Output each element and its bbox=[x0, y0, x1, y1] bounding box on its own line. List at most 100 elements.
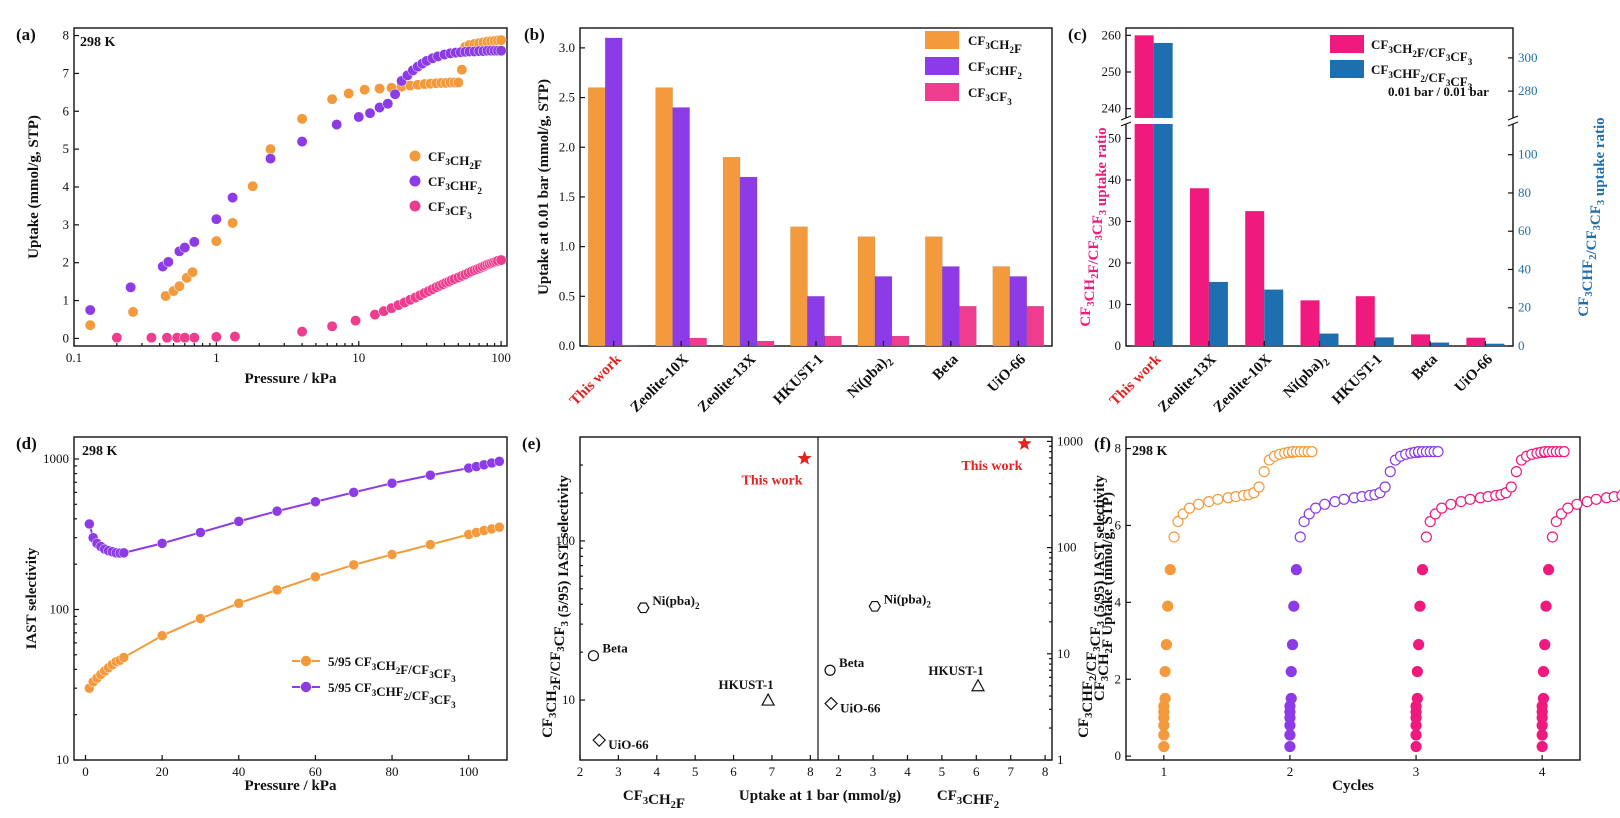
left-x-tick-label: 4 bbox=[654, 764, 661, 779]
data-point-cycle-4 bbox=[1537, 665, 1550, 678]
category-label: Zeolite-10X bbox=[628, 351, 692, 415]
data-point-cycle-4 bbox=[1550, 515, 1562, 528]
right-y-tick-label: 100 bbox=[1518, 147, 1538, 162]
legend-label-5/95 CF3CHF2/CF3CF3-subscript: 3 bbox=[429, 696, 434, 706]
data-point-cycle-3 bbox=[1505, 481, 1517, 493]
right-y-axis-label: CF3CHF2/CF3CF3 (5/95) IAST selectivity bbox=[1076, 475, 1108, 738]
pressure-note: 0.01 bar / 0.01 bar bbox=[1388, 84, 1489, 99]
y-tick-label: 6 bbox=[1115, 517, 1122, 532]
panel-a: (a) 298 K 0.1 1 10 100 0 1 2 3 4 5 6 7 8 Pressure / kPa… bbox=[16, 25, 511, 387]
data-point-cycle-3 bbox=[1410, 740, 1422, 753]
legend-label-CF3CH2F/CF3CF3-part: CF bbox=[1450, 49, 1467, 64]
legend-label-5/95 CF3CHF2/CF3CF3-part: CHF bbox=[376, 684, 404, 699]
left-y-axis-label-subscript: 2 bbox=[552, 685, 563, 690]
data-point-CF3CF3 bbox=[146, 332, 157, 344]
x-axis-label: Cycles bbox=[1332, 778, 1374, 794]
category-label: Ni(pba)2 bbox=[1281, 352, 1333, 404]
data-point-5/95 CF3CHF2/CF3CF3 bbox=[386, 477, 398, 489]
data-point-5/95 CF3CHF2/CF3CF3 bbox=[348, 487, 359, 498]
data-point-CF3CF3 bbox=[495, 254, 507, 266]
data-point-cycle-2 bbox=[1294, 531, 1306, 543]
bar-CF3CF3 bbox=[756, 340, 775, 347]
y-axis-label-part: CH bbox=[1096, 653, 1112, 676]
x-tick-label: 60 bbox=[309, 764, 322, 779]
bar-CF3CF3 bbox=[824, 335, 842, 347]
y-axis-label-part: CF bbox=[1092, 681, 1108, 701]
category-label: HKUST-1 bbox=[1329, 352, 1385, 408]
legend-label-5/95 CF3CH2F/CF3CF3-subscript: 3 bbox=[429, 670, 434, 680]
legend-label-CF3CF3: CF3CF3 bbox=[968, 85, 1012, 107]
y-tick-label: 5 bbox=[63, 141, 70, 156]
left-y-axis-label-part: CH bbox=[1082, 279, 1098, 302]
left-y-axis-label-subscript: 3 bbox=[1086, 301, 1097, 306]
x-tick-label: 100 bbox=[459, 764, 479, 779]
y-tick-label: 100 bbox=[50, 601, 70, 616]
right-point-label: This work bbox=[961, 459, 1022, 474]
y-axis-label-subscript: 2 bbox=[1104, 648, 1115, 653]
bar-CF3CH2F/CF3CF3 bbox=[1134, 35, 1154, 346]
data-point-CF3CH2F bbox=[343, 88, 355, 99]
right-y-axis-label-part: CF bbox=[1576, 297, 1592, 317]
right-y-axis-label-part: CHF bbox=[1080, 681, 1096, 713]
y-tick-label: 1000 bbox=[43, 451, 69, 466]
y-tick-label: 4 bbox=[1115, 594, 1122, 609]
left-y-axis-label-part: CF bbox=[540, 718, 556, 738]
category-label-subscript: 2 bbox=[885, 357, 896, 368]
data-point-CF3CF3 bbox=[326, 320, 338, 332]
right-y-axis-label-part: CHF bbox=[1580, 260, 1596, 292]
x-tick-label: 0 bbox=[82, 764, 89, 779]
legend-label-CF3CF3-part: CF bbox=[450, 203, 467, 218]
left-x-tick-label: 3 bbox=[615, 764, 622, 779]
legend-5/95 CF3CH2F/CF3CF3-marker bbox=[300, 655, 312, 667]
data-point-CF3CHF2 bbox=[188, 236, 200, 248]
y-tick-label: 2.0 bbox=[559, 139, 575, 154]
legend-label-CF3CH2F-part: CH bbox=[450, 153, 470, 168]
right-x-axis-label-subscript: 3 bbox=[957, 796, 962, 807]
category-label: UiO-66 bbox=[985, 351, 1030, 396]
category-label: This work bbox=[567, 351, 625, 409]
legend-label-CF3CHF2: CF3CHF2 bbox=[428, 174, 482, 196]
data-point-5/95 CF3CH2F/CF3CF3 bbox=[271, 584, 283, 596]
left-y-tick-label: 50 bbox=[1108, 130, 1121, 145]
data-point-cycle-4 bbox=[1581, 496, 1593, 508]
bar-CF3CHF2 bbox=[874, 276, 893, 347]
left-x-tick-label: 8 bbox=[807, 764, 814, 779]
data-point-CF3CHF2 bbox=[265, 153, 276, 165]
left-x-tick-label: 7 bbox=[769, 764, 776, 779]
left-y-axis-label-part: (5/95) IAST selectivity bbox=[556, 475, 572, 621]
axis-break-mark bbox=[1120, 115, 1132, 121]
data-point-cycle-2 bbox=[1286, 639, 1299, 651]
data-point-5/95 CF3CHF2/CF3CF3 bbox=[310, 496, 321, 507]
data-point-CF3CH2F bbox=[247, 180, 259, 192]
legend-label-5/95 CF3CH2F/CF3CF3: 5/95 CF3CH2F/CF3CF3 bbox=[328, 654, 456, 684]
legend-label-5/95 CF3CH2F/CF3CF3-subscript: 2 bbox=[396, 666, 401, 676]
legend-label-CF3CH2F-subscript: 2 bbox=[469, 161, 474, 171]
legend-label-CF3CF3-subscript: 3 bbox=[1007, 97, 1012, 107]
data-point-cycle-1 bbox=[1158, 740, 1170, 753]
y-tick-label: 1.5 bbox=[559, 189, 575, 204]
data-point-cycle-1 bbox=[1192, 498, 1205, 510]
category-label: Beta bbox=[1409, 351, 1441, 383]
bar-CF3CHF2/CF3CF3 bbox=[1374, 337, 1394, 346]
panel-label: (b) bbox=[524, 25, 545, 44]
legend-swatch-CF3CF3 bbox=[925, 83, 959, 101]
x-axis-label: Uptake at 1 bar (mmol/g) bbox=[739, 788, 901, 804]
data-point-cycle-4 bbox=[1537, 692, 1550, 705]
bar-CF3CHF2/CF3CF3 bbox=[1153, 42, 1173, 347]
category-label: Ni(pba)2 bbox=[844, 352, 896, 404]
legend-label-5/95 CF3CHF2/CF3CF3-part: CF bbox=[434, 692, 451, 707]
bar-CF3CH2F/CF3CF3 bbox=[1466, 337, 1486, 346]
data-point-cycle-3 bbox=[1411, 692, 1423, 705]
data-point-cycle-3 bbox=[1455, 496, 1467, 508]
data-point-cycle-3 bbox=[1510, 466, 1522, 478]
legend-label-CF3CHF2-subscript: 2 bbox=[477, 186, 482, 196]
legend-label-CF3CH2F/CF3CF3-subscript: 3 bbox=[1388, 45, 1393, 55]
legend-label-CF3CHF2/CF3CF3-part: /CF bbox=[1424, 70, 1446, 85]
data-point-cycle-3 bbox=[1420, 531, 1432, 543]
left-point-marker bbox=[761, 692, 776, 706]
data-point-CF3CHF2 bbox=[210, 213, 222, 225]
data-point-CF3CH2F bbox=[359, 84, 371, 96]
data-point-CF3CF3 bbox=[210, 331, 222, 343]
legend-label-CF3CHF2/CF3CF3-subscript: 3 bbox=[1388, 70, 1393, 80]
